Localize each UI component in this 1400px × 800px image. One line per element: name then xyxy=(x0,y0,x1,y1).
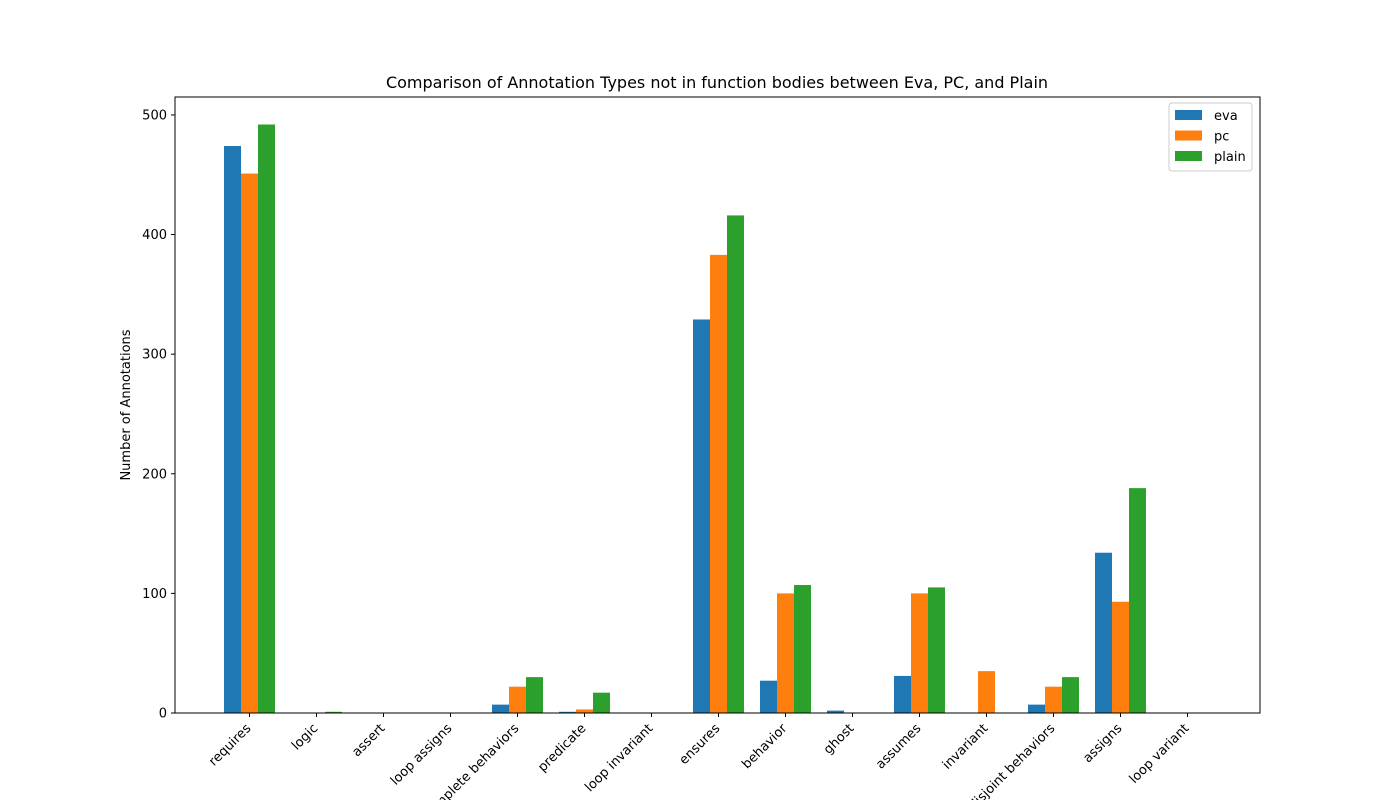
x-tick-label-logic: logic xyxy=(289,721,321,753)
bar-pc-complete-behaviors xyxy=(509,686,526,713)
legend-swatch-eva xyxy=(1175,110,1202,120)
chart-title: Comparison of Annotation Types not in fu… xyxy=(386,73,1048,92)
bar-eva-requires xyxy=(224,146,241,714)
y-tick-label-200: 200 xyxy=(142,467,167,482)
x-tick-label-ghost: ghost xyxy=(821,721,857,757)
legend-label-plain: plain xyxy=(1214,150,1246,165)
plot-frame xyxy=(174,96,1261,714)
bar-plain-disjoint-behaviors xyxy=(1062,677,1079,713)
bars-group xyxy=(224,124,1146,714)
y-tick-label-500: 500 xyxy=(142,108,167,123)
bar-eva-assigns xyxy=(1095,552,1112,713)
x-tick-label-loop-variant: loop variant xyxy=(1127,721,1193,787)
bar-pc-assumes xyxy=(911,593,928,713)
x-tick-label-loop-invariant: loop invariant xyxy=(582,721,656,795)
bar-plain-requires xyxy=(258,124,275,713)
legend-swatch-plain xyxy=(1175,151,1202,161)
bar-pc-predicate xyxy=(576,709,593,713)
bar-pc-disjoint-behaviors xyxy=(1045,686,1062,713)
bar-plain-ensures xyxy=(727,215,744,714)
x-tick-label-requires: requires xyxy=(206,721,254,769)
x-tick-label-assumes: assumes xyxy=(873,721,924,772)
bar-pc-invariant xyxy=(978,671,995,713)
bar-plain-behavior xyxy=(794,585,811,713)
y-tick-label-100: 100 xyxy=(142,587,167,602)
legend-label-pc: pc xyxy=(1214,130,1229,145)
x-tick-label-ensures: ensures xyxy=(677,721,724,768)
bar-pc-ensures xyxy=(710,254,727,713)
x-tick-label-invariant: invariant xyxy=(940,721,991,772)
legend-swatch-pc xyxy=(1175,130,1202,141)
bar-eva-behavior xyxy=(760,680,777,713)
bar-pc-assigns xyxy=(1112,601,1129,713)
x-axis: requires logic assert loop assignscomplete … xyxy=(206,713,1192,800)
bar-plain-complete-behaviors xyxy=(526,677,543,713)
x-tick-label-assert: assert xyxy=(349,721,388,760)
bar-eva-ensures xyxy=(693,319,710,713)
bar-eva-disjoint-behaviors xyxy=(1028,704,1045,713)
y-axis-label: Number of Annotations xyxy=(119,329,134,480)
legend: eva pc plain xyxy=(1168,102,1253,172)
x-tick-label-loop-assigns: loop assigns xyxy=(388,721,456,789)
bar-plain-logic xyxy=(325,711,342,713)
y-tick-label-400: 400 xyxy=(142,228,167,243)
bar-plain-predicate xyxy=(593,692,610,713)
legend-label-eva: eva xyxy=(1214,109,1238,124)
bar-pc-requires xyxy=(241,173,258,714)
y-tick-label-0: 0 xyxy=(159,707,167,722)
bar-eva-ghost xyxy=(827,710,844,713)
bar-eva-assumes xyxy=(894,675,911,713)
x-tick-label-behavior: behavior xyxy=(739,721,790,772)
bar-eva-complete-behaviors xyxy=(492,704,509,713)
x-tick-label-predicate: predicate xyxy=(535,721,589,775)
bar-plain-assumes xyxy=(928,587,945,713)
y-axis: 0 100 200 300 400 500 xyxy=(142,108,175,722)
x-tick-label-assigns: assigns xyxy=(1081,721,1126,766)
y-tick-label-300: 300 xyxy=(142,348,167,363)
bar-plain-assigns xyxy=(1129,488,1146,713)
bar-pc-behavior xyxy=(777,593,794,713)
bar-eva-predicate xyxy=(559,711,576,713)
